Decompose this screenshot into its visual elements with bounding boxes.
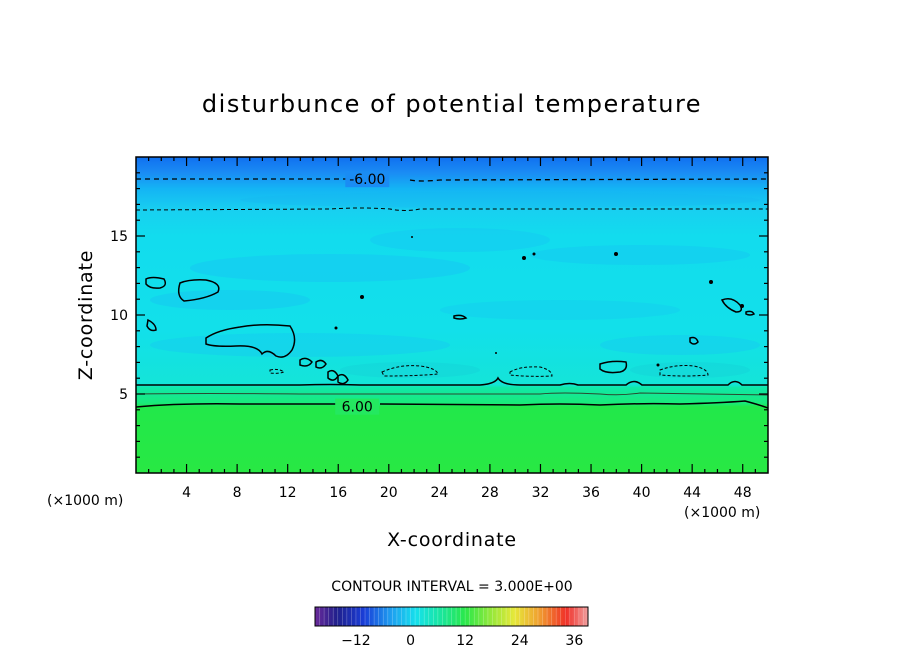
y-tick-label: 10 (110, 308, 128, 324)
x-tick-label: 8 (233, 485, 242, 501)
contour-neg6-line (136, 178, 768, 182)
colorbar-tick-label: 0 (406, 633, 415, 649)
contour-3-line (136, 392, 768, 396)
colorbar-tick-label: 36 (565, 633, 583, 649)
colorbar-frame (314, 606, 589, 627)
contour-label-bg (335, 398, 380, 415)
contour-0-line (136, 376, 768, 386)
x-tick-label: 20 (380, 485, 398, 501)
x-tick-label: 24 (430, 485, 448, 501)
colorbar-tick-label: 24 (511, 633, 529, 649)
contour-interval-label: CONTOUR INTERVAL = 3.000E+00 (331, 579, 572, 595)
y-unit-label: (×1000 m) (47, 493, 123, 509)
x-tick-label: 48 (734, 485, 752, 501)
x-axis-label: X-coordinate (387, 529, 517, 551)
contour-labels: -6.00 6.00 (335, 171, 390, 416)
x-tick-label: 28 (481, 485, 499, 501)
contour-neg-cells (269, 365, 709, 377)
field-patches (150, 192, 760, 378)
x-tick-label: 32 (532, 485, 550, 501)
y-axis-label: Z-coordinate (75, 250, 97, 380)
contour-neg3-line (136, 207, 768, 211)
x-tick-label: 16 (329, 485, 347, 501)
x-tick-label: 4 (182, 485, 191, 501)
colorbar-tick-label: 12 (456, 633, 474, 649)
contour-lines (136, 178, 768, 409)
colorbar: −12 0 12 24 36 (314, 606, 589, 649)
y-tick-label: 15 (110, 229, 128, 245)
contour-label: 6.00 (342, 400, 373, 416)
contour-dots (334, 236, 744, 367)
y-tick-label: 5 (119, 387, 128, 403)
colorbar-tick-label: −12 (341, 633, 371, 649)
contour-closed-cells (145, 276, 756, 385)
x-tick-label: 12 (279, 485, 297, 501)
colorbar-segments (319, 607, 584, 626)
x-tick-label: 40 (633, 485, 651, 501)
chart-title: disturbunce of potential temperature (202, 90, 702, 118)
colorbar-fill (315, 607, 588, 626)
contour-label: -6.00 (349, 172, 385, 188)
x-unit-label: (×1000 m) (684, 505, 760, 521)
x-tick-label: 44 (683, 485, 701, 501)
x-tick-label: 36 (582, 485, 600, 501)
colorbar-tick-labels: −12 0 12 24 36 (341, 633, 583, 649)
contour-6-line (136, 400, 768, 409)
axis-ticks (136, 157, 768, 473)
contour-label-bg (345, 171, 390, 188)
